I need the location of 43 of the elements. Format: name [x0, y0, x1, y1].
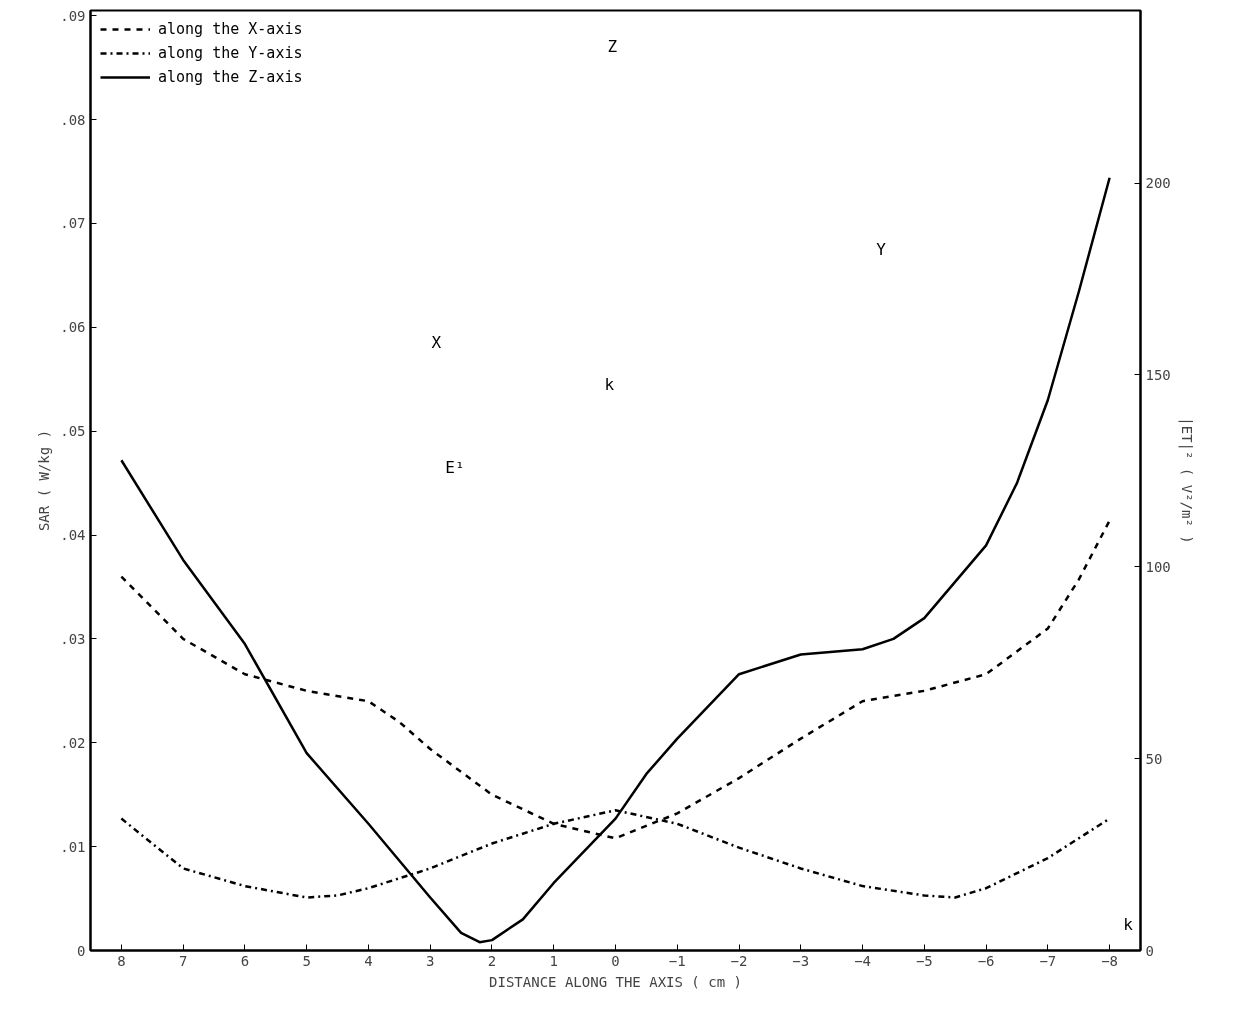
y-tick-label: .04 — [60, 527, 86, 544]
y2-axis-title: |ET|² ( V²/m² ) — [1177, 417, 1195, 544]
y-tick-label: .08 — [60, 111, 86, 128]
y-tick-label: .09 — [60, 7, 86, 24]
annotation: Z — [607, 37, 618, 57]
x-tick-label: 0 — [611, 952, 620, 969]
y-axis-title: SAR ( W/kg ) — [36, 429, 53, 532]
x-tick-label: 6 — [240, 952, 250, 969]
x-tick-label: 2 — [487, 952, 497, 969]
x-tick-label: 3 — [425, 952, 435, 969]
legend-label: along the X-axis — [158, 20, 303, 38]
y-tick-label: .06 — [60, 319, 86, 336]
y2-tick-label: 100 — [1145, 558, 1171, 575]
x-tick-label: 7 — [178, 952, 188, 969]
x-tick-label: 8 — [117, 952, 126, 969]
x-tick-label: −4 — [854, 952, 871, 969]
annotation: Y — [876, 239, 887, 259]
x-tick-label: −5 — [915, 952, 933, 969]
legend-label: along the Z-axis — [158, 68, 303, 86]
y2-tick-label: 50 — [1145, 750, 1163, 767]
x-tick-label: −8 — [1101, 952, 1119, 969]
x-axis-title: DISTANCE ALONG THE AXIS ( cm ) — [489, 973, 742, 990]
y-tick-label: .03 — [60, 630, 86, 647]
y-tick-label: .07 — [60, 215, 86, 232]
annotation: k — [1123, 915, 1134, 935]
y-tick-label: .02 — [60, 734, 86, 751]
x-tick-label: −1 — [668, 952, 686, 969]
y-tick-label: .01 — [60, 838, 86, 855]
x-tick-label: 1 — [549, 952, 558, 969]
y2-tick-label: 200 — [1145, 175, 1171, 192]
line-series — [120, 176, 1111, 944]
y-tick-label: .05 — [60, 423, 86, 440]
legend-label: along the Y-axis — [158, 44, 303, 62]
x-tick-label: −7 — [1039, 952, 1057, 969]
x-tick-label: −6 — [977, 952, 995, 969]
y2-tick-label: 150 — [1145, 366, 1171, 383]
x-tick-label: 5 — [302, 952, 311, 969]
annotation: X — [431, 333, 442, 353]
x-tick-label: −3 — [792, 952, 810, 969]
annotation: k — [604, 374, 615, 394]
x-tick-label: −2 — [730, 952, 748, 969]
annotation: E¹ — [445, 458, 465, 478]
x-tick-label: 4 — [364, 952, 373, 969]
